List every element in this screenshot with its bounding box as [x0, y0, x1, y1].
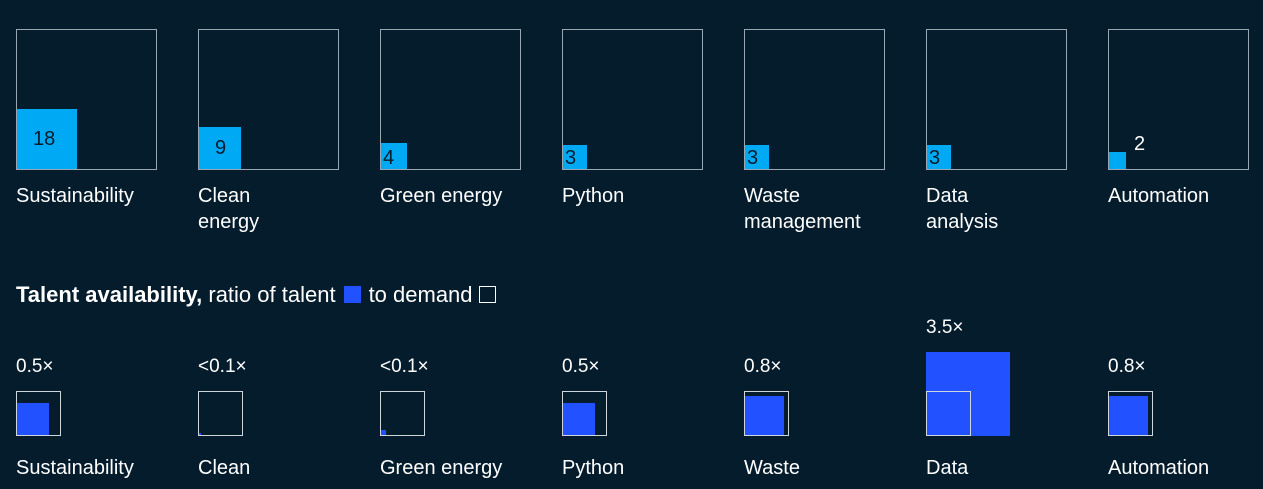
demand-value-label: 9: [215, 137, 227, 159]
demand-outline-square: [198, 391, 243, 436]
demand-square: 3: [926, 29, 1067, 170]
talent-square: [926, 352, 1010, 436]
demand-legend-square: [478, 286, 496, 303]
demand-fill-square: [745, 145, 769, 169]
demand-skill-label: Data analysis: [926, 183, 1066, 235]
demand-skill-label: Green energy: [380, 183, 520, 209]
skill-label-line1: Clean: [198, 185, 251, 207]
demand-skill-label: Clean energy: [198, 183, 338, 235]
demand-value-label: 3: [747, 147, 759, 169]
demand-outline-square: [380, 391, 425, 436]
talent-square: [562, 403, 595, 436]
demand-fill-square: [381, 143, 407, 169]
ratio-value-label: 3.5×: [926, 317, 964, 338]
ratio-value-label: 0.8×: [744, 356, 782, 377]
demand-outline-square: [1108, 391, 1153, 436]
demand-square: 3: [562, 29, 703, 170]
demand-square: 2: [1108, 29, 1249, 170]
demand-square: 3: [744, 29, 885, 170]
demand-outline-square: [744, 391, 789, 436]
ratio-value-label: <0.1×: [198, 356, 247, 377]
title-rest: ratio of talent: [202, 282, 336, 307]
ratio-value-label: 0.5×: [562, 356, 600, 377]
skill-label-line1: Automation: [1108, 185, 1210, 207]
demand-skill-label: Waste management: [744, 183, 884, 235]
talent-legend-square: [343, 286, 361, 303]
demand-fill-square: [927, 145, 951, 169]
talent-square: [198, 433, 201, 436]
ratio-value-label: <0.1×: [380, 356, 429, 377]
skill-label-line2: analysis: [926, 211, 999, 233]
talent-skill-label: Automation: [1108, 457, 1210, 479]
demand-outline-square: [562, 391, 607, 436]
talent-skill-label: Sustainability: [16, 457, 134, 479]
skill-label-line2: energy: [198, 211, 260, 233]
skill-label-line2: management: [744, 211, 861, 233]
legend-demand-label: to demand: [368, 282, 473, 307]
demand-skill-label: Sustainability: [16, 183, 156, 209]
talent-availability-title: Talent availability, ratio of talent to d…: [16, 280, 496, 310]
demand-value-label: 4: [383, 147, 395, 169]
demand-value-label: 3: [929, 147, 941, 169]
demand-fill-square: [199, 127, 241, 169]
demand-outline-square: [926, 391, 971, 436]
ratio-value-label: 0.5×: [16, 356, 54, 377]
ratio-value-label: 0.8×: [1108, 356, 1146, 377]
title-bold: Talent availability,: [16, 282, 203, 307]
talent-skill-label: Python: [562, 457, 625, 479]
demand-fill-square: [1109, 152, 1126, 169]
skill-label-line1: Data: [926, 185, 969, 207]
talent-skill-label: Clean: [198, 457, 251, 479]
talent-skill-label: Data: [926, 457, 969, 479]
talent-skill-label: Waste: [744, 457, 800, 479]
skill-label-line1: Python: [562, 185, 625, 207]
demand-value-label: 2: [1134, 133, 1146, 155]
demand-value-label: 3: [565, 147, 577, 169]
skill-label-line1: Waste: [744, 185, 800, 207]
demand-skill-label: Python: [562, 183, 702, 209]
demand-outline-square: [16, 391, 61, 436]
talent-square: [1108, 396, 1148, 436]
talent-skill-label: Green energy: [380, 457, 503, 479]
skill-label-line1: Sustainability: [16, 185, 134, 207]
skill-label-line1: Green energy: [380, 185, 503, 207]
demand-square: 9: [198, 29, 339, 170]
demand-fill-square: [563, 145, 587, 169]
talent-square: [16, 403, 49, 436]
demand-skill-label: Automation: [1108, 183, 1248, 209]
talent-square: [380, 430, 386, 436]
talent-square: [744, 396, 784, 436]
demand-fill-square: [17, 109, 77, 169]
demand-square: 18: [16, 29, 157, 170]
demand-square: 4: [380, 29, 521, 170]
demand-value-label: 18: [33, 128, 56, 150]
